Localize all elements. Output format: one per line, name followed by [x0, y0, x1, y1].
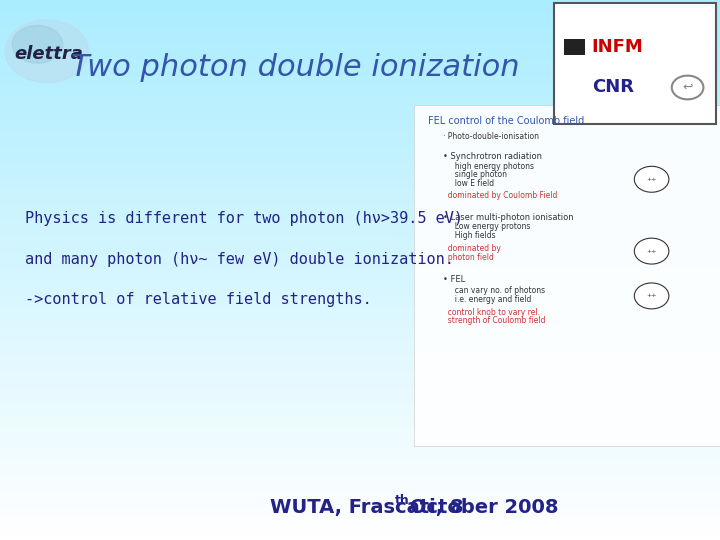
Text: CNR: CNR — [592, 78, 634, 97]
Text: Physics is different for two photon (hν>39.5 eV): Physics is different for two photon (hν>… — [25, 211, 463, 226]
Text: dominated by: dominated by — [443, 244, 500, 253]
Text: ++: ++ — [647, 177, 657, 182]
Text: ++: ++ — [647, 293, 657, 299]
Text: control knob to vary rel.: control knob to vary rel. — [443, 308, 540, 316]
Text: photon field: photon field — [443, 253, 494, 261]
Circle shape — [634, 238, 669, 264]
Circle shape — [634, 166, 669, 192]
Text: • Synchrotron radiation: • Synchrotron radiation — [443, 152, 541, 161]
Text: INFM: INFM — [592, 38, 644, 56]
Text: and many photon (hν~ few eV) double ionization.: and many photon (hν~ few eV) double ioni… — [25, 252, 454, 267]
FancyBboxPatch shape — [414, 105, 720, 445]
Text: ->control of relative field strengths.: ->control of relative field strengths. — [25, 292, 372, 307]
Text: · Photo-double-ionisation: · Photo-double-ionisation — [443, 132, 539, 140]
Text: Low energy protons: Low energy protons — [450, 222, 531, 231]
FancyBboxPatch shape — [554, 3, 716, 124]
Text: • Laser multi-photon ionisation: • Laser multi-photon ionisation — [443, 213, 573, 221]
Text: ↩: ↩ — [683, 81, 693, 94]
Text: high energy photons: high energy photons — [450, 162, 534, 171]
Bar — [564, 39, 585, 55]
Text: i.e. energy and field: i.e. energy and field — [450, 295, 531, 303]
Text: can vary no. of photons: can vary no. of photons — [450, 286, 545, 295]
Text: th: th — [395, 494, 409, 507]
Text: Two photon double ionization: Two photon double ionization — [71, 53, 520, 82]
Text: single photon: single photon — [450, 171, 507, 179]
Text: High fields: High fields — [450, 231, 495, 240]
Text: elettra: elettra — [14, 45, 84, 63]
Circle shape — [634, 283, 669, 309]
Text: WUTA, Frascati, 8: WUTA, Frascati, 8 — [270, 498, 464, 517]
Text: • FEL: • FEL — [443, 275, 465, 284]
Text: FEL control of the Coulomb field: FEL control of the Coulomb field — [428, 117, 585, 126]
Text: October 2008: October 2008 — [403, 498, 559, 517]
Text: low E field: low E field — [450, 179, 494, 188]
Text: ++: ++ — [647, 248, 657, 254]
Circle shape — [5, 20, 89, 83]
Text: dominated by Coulomb Field: dominated by Coulomb Field — [443, 191, 557, 200]
Text: strength of Coulomb field: strength of Coulomb field — [443, 316, 545, 325]
Circle shape — [12, 25, 63, 63]
